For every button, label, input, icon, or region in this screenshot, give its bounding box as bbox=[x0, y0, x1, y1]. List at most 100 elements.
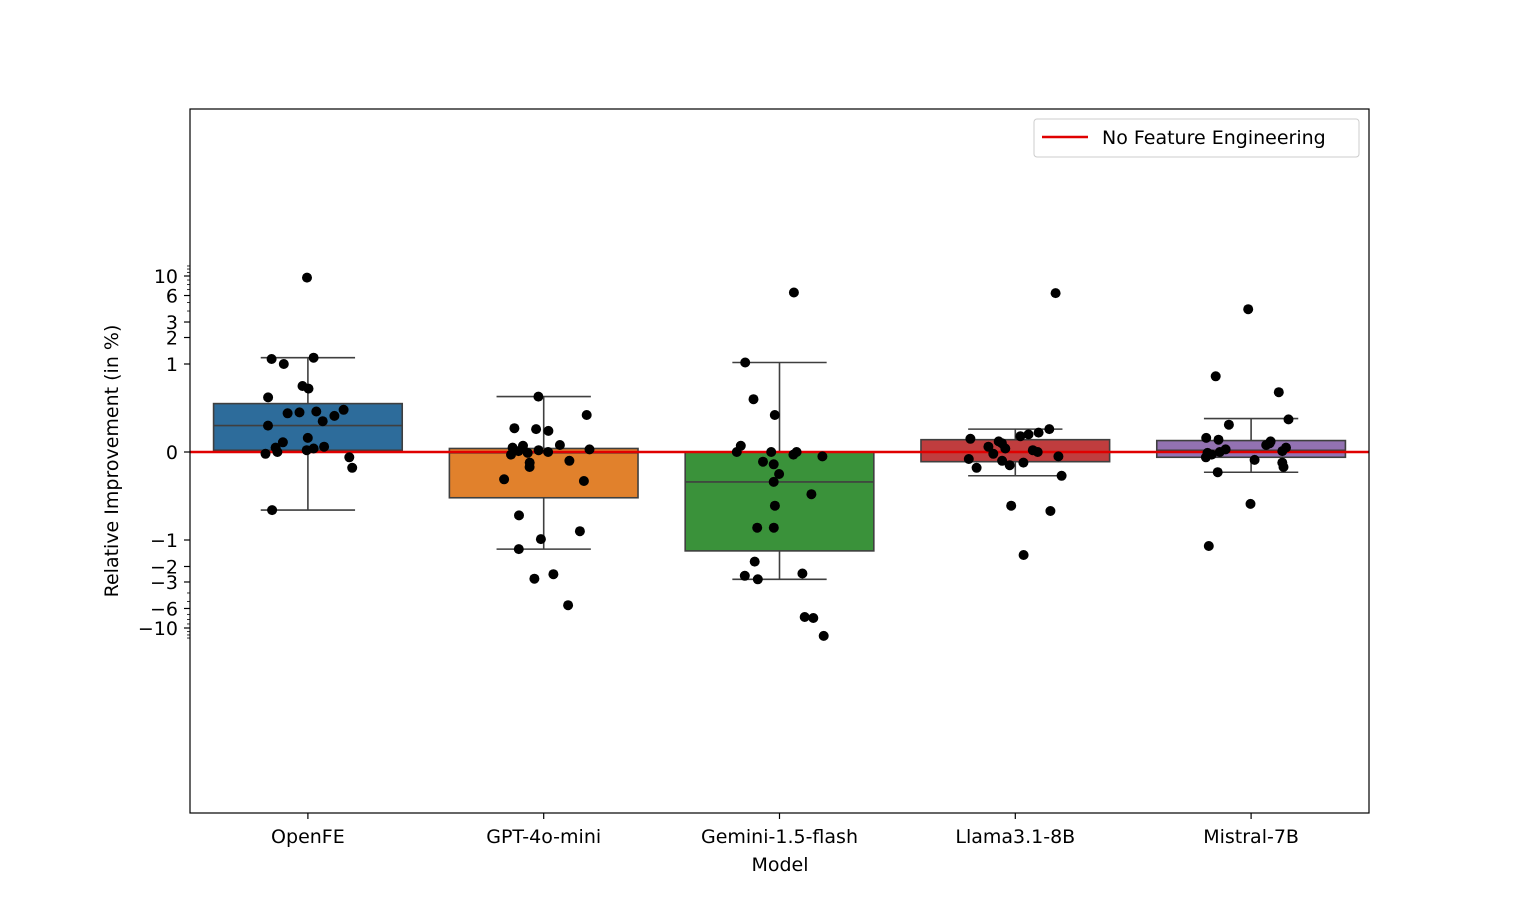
data-point bbox=[1283, 414, 1294, 425]
data-point bbox=[317, 416, 328, 427]
x-axis: OpenFE GPT-4o-mini Gemini-1.5-flash Llama3.… bbox=[271, 813, 1299, 848]
box-iqr bbox=[1155, 439, 1347, 459]
data-point bbox=[581, 410, 592, 420]
data-point bbox=[513, 446, 524, 457]
data-point bbox=[347, 462, 358, 473]
data-point bbox=[1200, 452, 1211, 463]
data-point bbox=[584, 444, 595, 455]
data-point bbox=[267, 505, 278, 516]
box-iqr bbox=[212, 402, 404, 452]
data-point bbox=[1050, 288, 1061, 299]
data-point bbox=[1201, 432, 1212, 443]
data-point bbox=[758, 456, 768, 467]
data-point bbox=[338, 404, 349, 415]
data-point bbox=[1004, 460, 1015, 471]
data-point bbox=[997, 455, 1008, 466]
box-iqr bbox=[920, 438, 1111, 463]
data-point bbox=[774, 469, 785, 479]
data-point bbox=[294, 407, 305, 418]
y-tick-label: −3 bbox=[150, 572, 178, 594]
box-iqr bbox=[448, 447, 639, 499]
data-point bbox=[301, 445, 312, 456]
data-point bbox=[788, 287, 799, 298]
data-point bbox=[531, 424, 542, 435]
data-point bbox=[524, 462, 535, 472]
data-point bbox=[1245, 498, 1256, 509]
data-point bbox=[749, 556, 760, 567]
data-point bbox=[1243, 304, 1254, 315]
data-point bbox=[1033, 427, 1044, 438]
data-point bbox=[564, 455, 575, 466]
data-point bbox=[788, 449, 799, 460]
data-point bbox=[548, 569, 559, 580]
y-tick-label: −10 bbox=[138, 618, 178, 640]
x-axis-label: Model bbox=[751, 854, 808, 876]
y-tick-label: −2 bbox=[150, 556, 178, 578]
data-point bbox=[543, 425, 554, 436]
data-point bbox=[263, 420, 273, 431]
data-point bbox=[509, 423, 520, 434]
data-point bbox=[740, 357, 751, 368]
data-point bbox=[971, 462, 982, 473]
data-point bbox=[748, 394, 759, 405]
data-point bbox=[817, 451, 828, 462]
y-tick-label: 1 bbox=[166, 354, 178, 376]
data-point bbox=[574, 526, 585, 537]
data-point bbox=[302, 272, 312, 283]
x-tick-label: Llama3.1-8B bbox=[955, 826, 1075, 848]
data-point bbox=[277, 437, 288, 448]
data-point bbox=[983, 441, 994, 452]
data-point bbox=[1045, 506, 1056, 516]
data-point bbox=[533, 391, 544, 402]
data-point bbox=[766, 447, 777, 457]
data-point bbox=[1212, 467, 1223, 478]
data-point bbox=[1006, 500, 1017, 511]
data-point bbox=[808, 613, 819, 623]
data-point bbox=[769, 500, 780, 511]
data-point bbox=[731, 447, 742, 457]
data-point bbox=[1023, 429, 1034, 440]
data-point bbox=[1000, 443, 1011, 454]
data-point bbox=[513, 544, 524, 555]
data-point bbox=[263, 392, 274, 403]
data-point bbox=[988, 448, 999, 459]
data-point bbox=[543, 447, 554, 457]
data-point bbox=[818, 630, 829, 641]
data-point bbox=[1210, 371, 1221, 382]
data-point bbox=[578, 476, 589, 486]
data-point bbox=[1223, 419, 1234, 430]
data-point bbox=[1261, 440, 1272, 450]
data-point bbox=[266, 354, 277, 364]
data-point bbox=[344, 452, 355, 463]
data-point bbox=[302, 432, 313, 443]
data-point bbox=[965, 433, 976, 444]
y-tick-label: 0 bbox=[166, 442, 178, 464]
data-point bbox=[1278, 462, 1289, 472]
data-point bbox=[329, 410, 340, 421]
y-tick-label: 2 bbox=[166, 328, 178, 350]
data-point bbox=[533, 445, 544, 456]
x-tick-label: Gemini-1.5-flash bbox=[701, 826, 858, 848]
box-mistral-7b bbox=[1155, 417, 1347, 474]
data-point bbox=[499, 474, 510, 485]
data-point bbox=[308, 352, 319, 363]
data-point bbox=[1203, 541, 1214, 551]
data-point bbox=[282, 408, 293, 419]
legend-box bbox=[1033, 118, 1360, 158]
data-point bbox=[768, 522, 779, 533]
data-point bbox=[1056, 470, 1067, 481]
data-point bbox=[319, 441, 330, 452]
data-point bbox=[514, 510, 524, 521]
data-point bbox=[278, 359, 289, 369]
data-point bbox=[1018, 457, 1029, 468]
boxes-layer bbox=[212, 356, 1347, 581]
data-point bbox=[1044, 424, 1055, 435]
data-point bbox=[739, 570, 750, 581]
data-point bbox=[311, 406, 322, 417]
box-gpt-4o-mini bbox=[448, 395, 639, 550]
data-point bbox=[768, 476, 779, 487]
data-point bbox=[563, 600, 574, 611]
data-point bbox=[272, 447, 283, 457]
